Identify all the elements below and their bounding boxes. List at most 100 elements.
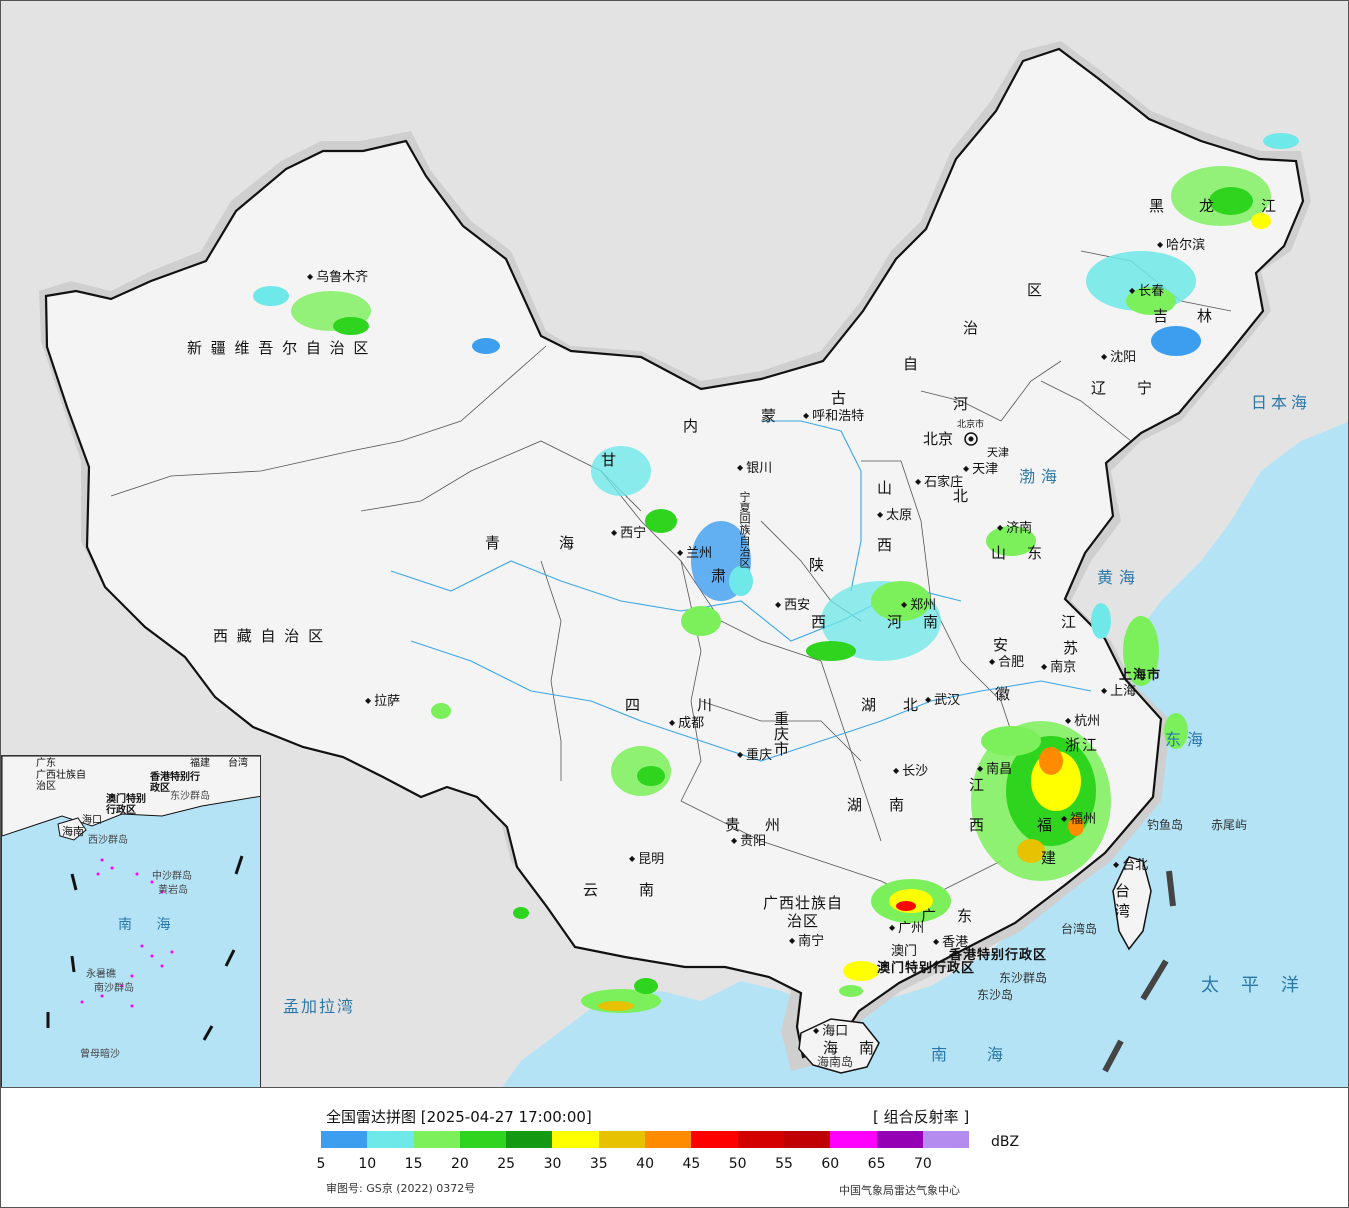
city-jinan: 济南 bbox=[997, 522, 1032, 535]
scale-tick-label: 35 bbox=[589, 1156, 608, 1172]
inset-hainan: 海南 bbox=[62, 825, 84, 838]
province-gansu-2: 肃 bbox=[711, 567, 729, 585]
scale-swatch bbox=[645, 1131, 692, 1148]
province-hebei-2: 北 bbox=[953, 487, 971, 505]
city-hangzhou: 杭州 bbox=[1065, 715, 1100, 728]
province-jilin-2: 林 bbox=[1197, 307, 1215, 325]
scale-tick-label: 40 bbox=[636, 1156, 655, 1172]
city-xining: 西宁 bbox=[611, 527, 646, 540]
province-shanxi-2: 西 bbox=[877, 536, 895, 554]
province-hainan-1: 海 bbox=[823, 1039, 841, 1057]
city-shanghai: 上海 bbox=[1101, 685, 1136, 698]
province-qinghai-1: 青 bbox=[485, 534, 503, 552]
organization: 中国气象局雷达气象中心 bbox=[839, 1184, 960, 1197]
inset-xisha: 西沙群岛 bbox=[88, 835, 128, 846]
island-dongshaqundao: 东沙群岛 bbox=[999, 971, 1048, 985]
radar-map: 新 疆 维 吾 尔 自 治 区 西 藏 自 治 区 青 海 甘 肃 内 蒙 古 … bbox=[0, 0, 1349, 1088]
scale-swatch bbox=[367, 1131, 414, 1148]
city-fuzhou: 福州 bbox=[1061, 813, 1096, 826]
scale-swatch bbox=[598, 1131, 646, 1148]
province-jiangxi-1: 江 bbox=[969, 776, 987, 794]
scale-swatch bbox=[506, 1131, 553, 1148]
unit-label: dBZ bbox=[991, 1134, 1020, 1150]
inset-nansha: 南沙群岛 bbox=[94, 983, 134, 994]
inset-haikou: 海口 bbox=[82, 815, 102, 826]
inset-nanhai: 南 海 bbox=[118, 917, 181, 933]
city-guiyang: 贵阳 bbox=[731, 835, 766, 848]
color-scale bbox=[321, 1131, 970, 1148]
city-hongkong: 香港 bbox=[933, 936, 968, 949]
sea-donghai: 东海 bbox=[1165, 730, 1210, 749]
legend-panel: 全国雷达拼图 [2025-04-27 17:00:00] [ 组合反射率 ] d… bbox=[0, 1088, 1349, 1208]
scale-tick-label: 20 bbox=[450, 1156, 469, 1172]
city-chongqing: 重庆 bbox=[737, 749, 772, 762]
province-hunan-2: 南 bbox=[889, 796, 907, 814]
city-shenyang: 沈阳 bbox=[1101, 351, 1136, 364]
province-xinjiang: 新 疆 维 吾 尔 自 治 区 bbox=[187, 339, 371, 357]
city-lanzhou: 兰州 bbox=[677, 547, 712, 560]
city-shijiazhuang: 石家庄 bbox=[915, 476, 963, 489]
scale-swatch bbox=[459, 1131, 507, 1148]
province-neimenggu-5: 治 bbox=[963, 319, 981, 337]
scale-swatch bbox=[321, 1131, 368, 1148]
sea-taipingyang: 太平洋 bbox=[1201, 975, 1321, 996]
province-xizang: 西 藏 自 治 区 bbox=[213, 627, 326, 645]
inset-huangyandao: 黄岩岛 bbox=[158, 885, 188, 896]
city-huhehaote: 呼和浩特 bbox=[803, 410, 864, 423]
nine-dash-line bbox=[1102, 870, 1176, 1073]
province-fujian-2: 建 bbox=[1041, 849, 1059, 867]
province-hubei-2: 北 bbox=[903, 696, 921, 714]
map-title: 全国雷达拼图 [2025-04-27 17:00:00] bbox=[326, 1108, 592, 1126]
province-taiwan-2: 湾 bbox=[1115, 902, 1133, 920]
scale-swatch bbox=[783, 1131, 831, 1148]
scale-tick-label: 15 bbox=[404, 1156, 423, 1172]
scale-swatch bbox=[552, 1131, 599, 1148]
city-nanning: 南宁 bbox=[789, 935, 824, 948]
island-dongshadao: 东沙岛 bbox=[977, 988, 1014, 1002]
city-kunming: 昆明 bbox=[629, 853, 664, 866]
sea-huanghai: 黄海 bbox=[1097, 568, 1142, 587]
city-beijing: 北京 bbox=[923, 430, 954, 448]
province-shaanxi-1: 陕 bbox=[809, 556, 827, 574]
province-jiangxi-2: 西 bbox=[969, 816, 987, 834]
sea-bohai: 渤海 bbox=[1019, 467, 1064, 486]
city-chengdu: 成都 bbox=[669, 717, 704, 730]
city-yinchuan: 银川 bbox=[737, 462, 772, 475]
scale-swatch bbox=[922, 1131, 970, 1148]
scale-swatch bbox=[737, 1131, 784, 1148]
city-taiyuan: 太原 bbox=[877, 509, 912, 522]
city-guangzhou: 广州 bbox=[889, 922, 924, 935]
province-shaanxi-2: 西 bbox=[811, 613, 829, 631]
province-qinghai-2: 海 bbox=[559, 534, 577, 552]
scale-tick-label: 10 bbox=[358, 1156, 377, 1172]
island-taiwandao: 台湾岛 bbox=[1061, 922, 1098, 936]
city-tianjin: 天津 bbox=[963, 463, 998, 476]
product-name: [ 组合反射率 ] bbox=[873, 1108, 970, 1126]
inset-macau: 澳门特别行政区 bbox=[106, 794, 146, 816]
inset-fujian: 福建 bbox=[190, 758, 210, 769]
inset-hongkong: 香港特别行政区 bbox=[150, 772, 200, 794]
scale-swatch bbox=[876, 1131, 923, 1148]
city-zhengzhou: 郑州 bbox=[901, 599, 936, 612]
province-neimenggu-2: 蒙 bbox=[761, 407, 779, 425]
province-guizhou-2: 州 bbox=[765, 816, 783, 834]
province-guangdong-2: 东 bbox=[957, 907, 975, 925]
province-liaoning-1: 辽 bbox=[1091, 379, 1109, 397]
province-hongkong: 香港特别行政区 bbox=[949, 948, 1048, 963]
scale-tick-label: 60 bbox=[821, 1156, 840, 1172]
province-fujian-1: 福 bbox=[1037, 816, 1055, 834]
province-guangxi: 广西壮族自治区 bbox=[763, 894, 844, 930]
province-neimenggu-3: 古 bbox=[831, 389, 849, 407]
scale-tick-label: 55 bbox=[775, 1156, 793, 1172]
city-nanjing: 南京 bbox=[1041, 661, 1076, 674]
province-anhui-1: 安 bbox=[993, 636, 1011, 654]
scale-swatch bbox=[691, 1131, 738, 1148]
province-hainan-2: 南 bbox=[859, 1039, 877, 1057]
province-henan-1: 河 bbox=[887, 613, 905, 631]
scale-tick-label: 5 bbox=[316, 1156, 326, 1172]
province-beijing: 北京市 bbox=[957, 420, 985, 430]
scale-tick-label: 30 bbox=[543, 1156, 562, 1172]
scale-swatch bbox=[830, 1131, 877, 1148]
province-jilin-1: 吉 bbox=[1153, 307, 1171, 325]
scale-tick-label: 50 bbox=[728, 1156, 747, 1172]
